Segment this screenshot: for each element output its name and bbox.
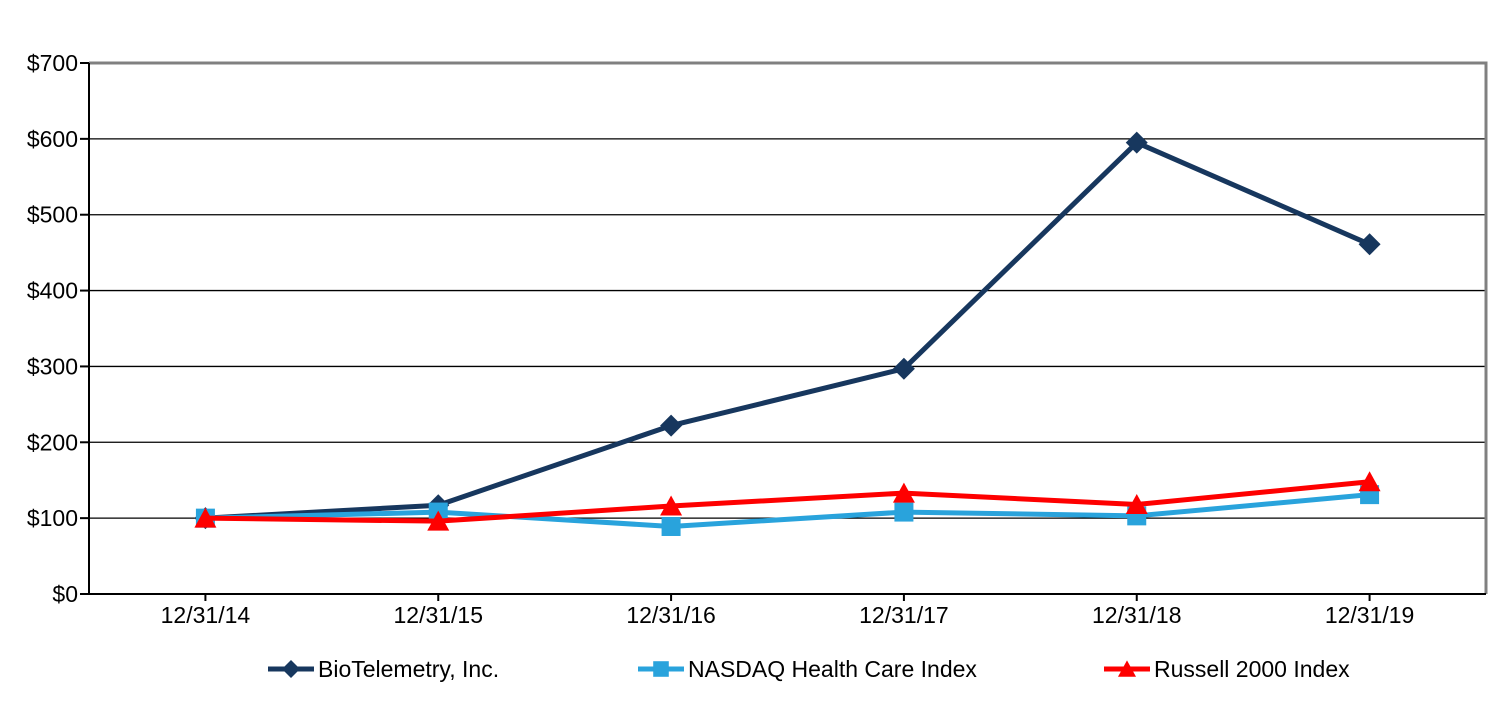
x-axis-tick-label: 12/31/15 [393, 602, 483, 628]
legend-label-biotelemetry: BioTelemetry, Inc. [318, 655, 500, 682]
series-line [205, 479, 1370, 524]
legend-item-biotelemetry: BioTelemetry, Inc. [267, 650, 499, 688]
legend-label-nasdaq-health-care: NASDAQ Health Care Index [688, 655, 977, 682]
y-axis-tick-label: $100 [27, 505, 78, 531]
square-marker-icon [894, 502, 914, 522]
y-axis-tick-label: $400 [27, 278, 78, 304]
triangle-marker-icon [892, 482, 915, 503]
triangle-marker-icon [194, 507, 217, 528]
legend-label-russell-2000: Russell 2000 Index [1154, 655, 1350, 682]
y-axis-tick-label: $0 [52, 581, 78, 607]
diamond-marker-icon [1125, 131, 1148, 154]
x-axis-tick-label: 12/31/18 [1092, 602, 1182, 628]
diamond-marker-icon [660, 414, 683, 437]
triangle-marker-icon [660, 495, 683, 516]
y-axis-tick-label: $200 [27, 429, 78, 455]
x-axis-tick-label: 12/31/14 [161, 602, 251, 628]
legend-triangle-marker-icon [1104, 660, 1150, 677]
y-axis-tick-label: $700 [27, 50, 78, 76]
y-axis-tick-label: $300 [27, 353, 78, 379]
legend-item-russell-2000: Russell 2000 Index [1103, 650, 1350, 688]
series-line [205, 492, 1370, 529]
series-line [205, 140, 1371, 521]
chart-plot-area: $0 $100 $200 $300 $400 $500 $600 $700 12/31/14 12… [27, 50, 1488, 628]
x-axis-tick-label: 12/31/16 [626, 602, 716, 628]
triangle-marker-icon [1117, 660, 1137, 677]
triangle-marker-icon [427, 510, 450, 531]
triangle-marker-icon [1125, 493, 1148, 514]
series-biotelemetry-inc [194, 131, 1381, 530]
diamond-marker-icon [892, 357, 915, 380]
chart-legend: BioTelemetry, Inc. NASDAQ Health Care In… [0, 650, 1505, 688]
legend-square-marker-icon [638, 661, 684, 677]
square-marker-icon [653, 661, 669, 677]
x-axis-tick-label: 12/31/19 [1325, 602, 1415, 628]
series-russell-2000-index [194, 471, 1381, 531]
triangle-marker-icon [1358, 471, 1381, 492]
x-axis-tick-label: 12/31/17 [859, 602, 949, 628]
diamond-marker-icon [281, 659, 301, 679]
y-axis-tick-label: $500 [27, 202, 78, 228]
legend-diamond-marker-icon [268, 659, 314, 679]
y-axis-tick-label: $600 [27, 126, 78, 152]
legend-item-nasdaq-health-care: NASDAQ Health Care Index [637, 650, 977, 688]
diamond-marker-icon [1358, 233, 1381, 256]
square-marker-icon [661, 516, 681, 536]
